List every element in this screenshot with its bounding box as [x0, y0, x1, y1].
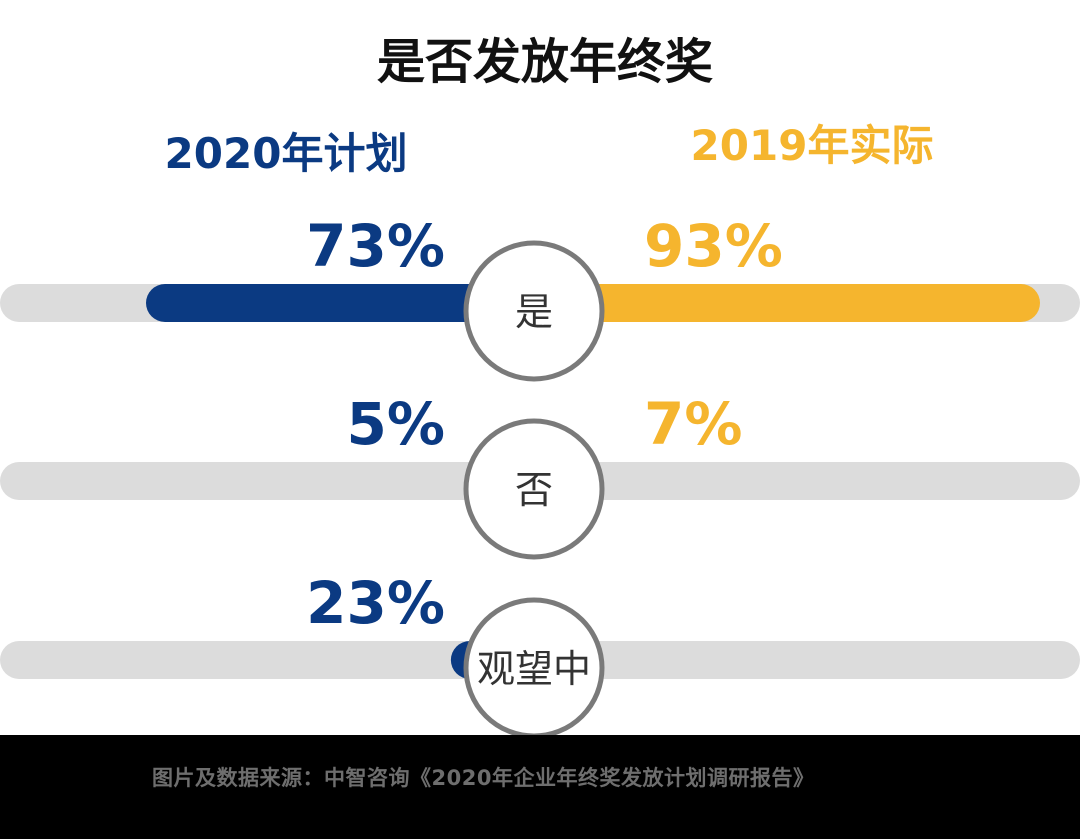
category-label-watching: 观望中 [477, 647, 591, 691]
source-note: 图片及数据来源：中智咨询《2020年企业年终奖发放计划调研报告》 [152, 766, 815, 790]
category-circle-yes [463, 240, 605, 382]
legend-2019-actual: 2019年实际 [691, 121, 934, 170]
category-circle-no [463, 418, 605, 560]
chart-rows: 73% 93% 是 5% 7% 否 23% 观望中 [0, 212, 1080, 735]
value-2020-watching: 23% [306, 569, 445, 637]
category-label-yes: 是 [515, 290, 553, 334]
footer-band [0, 735, 1080, 839]
legend-2020-plan: 2020年计划 [165, 129, 408, 178]
bar-2019-yes [534, 284, 1040, 322]
value-2019-no: 7% [644, 390, 742, 458]
chart: 是否发放年终奖 2020年计划 2019年实际 73% 93% 是 5% 7% 否 23% 观… [0, 34, 1080, 735]
bar-2020-yes [146, 284, 534, 322]
value-2020-no: 5% [347, 390, 445, 458]
category-label-no: 否 [515, 468, 553, 512]
value-2019-yes: 93% [644, 212, 783, 280]
category-circle-watching [463, 597, 605, 735]
value-2020-yes: 73% [306, 212, 445, 280]
chart-title: 是否发放年终奖 [377, 34, 713, 90]
